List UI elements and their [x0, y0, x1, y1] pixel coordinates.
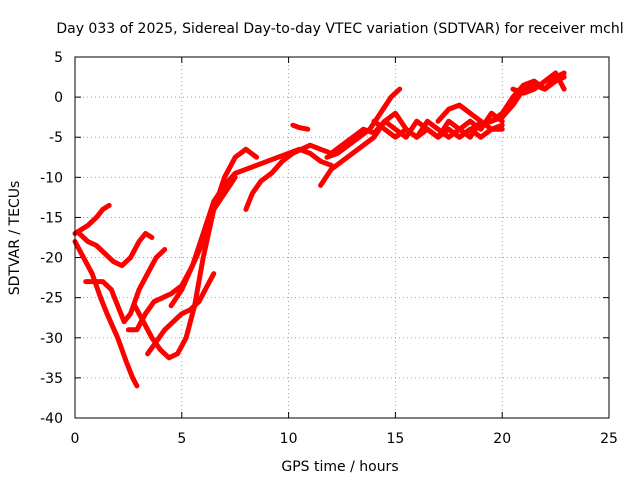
series-line-track-10 — [290, 122, 311, 132]
series-line-track-7 — [145, 271, 217, 357]
y-tick-label: -40 — [40, 411, 63, 427]
y-tick-label: -5 — [49, 130, 63, 146]
x-tick-label: 20 — [493, 431, 511, 447]
x-tick-label: 5 — [177, 431, 186, 447]
x-tick-label: 10 — [280, 431, 298, 447]
series-line-track-17 — [489, 70, 567, 124]
x-tick-labels: 0 5 10 15 20 25 — [71, 431, 618, 447]
series-line-track-12 — [324, 86, 403, 160]
chart-title: Day 033 of 2025, Sidereal Day-to-day VTE… — [56, 21, 623, 37]
series-line-track-11 — [318, 118, 505, 188]
axis-ticks — [74, 56, 610, 419]
x-axis-label: GPS time / hours — [281, 459, 398, 475]
y-tick-label: -35 — [40, 371, 63, 387]
series-lines — [72, 70, 567, 389]
x-tick-label: 25 — [600, 431, 618, 447]
series-line-track-2 — [72, 239, 140, 389]
series-line-track-6 — [132, 146, 260, 361]
x-tick-label: 0 — [71, 431, 80, 447]
series-line-track-8 — [168, 146, 334, 309]
y-tick-label: -25 — [40, 291, 63, 307]
series-line-track-18 — [510, 70, 567, 96]
series-line-track-4 — [83, 247, 168, 325]
y-tick-label: -20 — [40, 251, 63, 267]
y-tick-label: -30 — [40, 331, 63, 347]
series-line-track-15 — [435, 102, 484, 124]
series-line-track-3 — [76, 231, 155, 269]
y-axis-label: SDTVAR / TECUs — [7, 181, 23, 296]
series-line-track-1 — [72, 202, 112, 236]
y-tick-labels: 5 0 -5 -10 -15 -20 -25 -30 -35 -40 — [40, 50, 63, 427]
series-line-track-9 — [243, 138, 356, 212]
grid-lines — [75, 57, 609, 418]
x-tick-label: 15 — [386, 431, 404, 447]
series-line-track-14 — [371, 118, 505, 140]
y-tick-label: -10 — [40, 170, 63, 186]
y-tick-label: -15 — [40, 210, 63, 226]
y-tick-label: 5 — [54, 50, 63, 66]
y-tick-label: 0 — [54, 90, 63, 106]
plot-frame — [74, 56, 610, 419]
